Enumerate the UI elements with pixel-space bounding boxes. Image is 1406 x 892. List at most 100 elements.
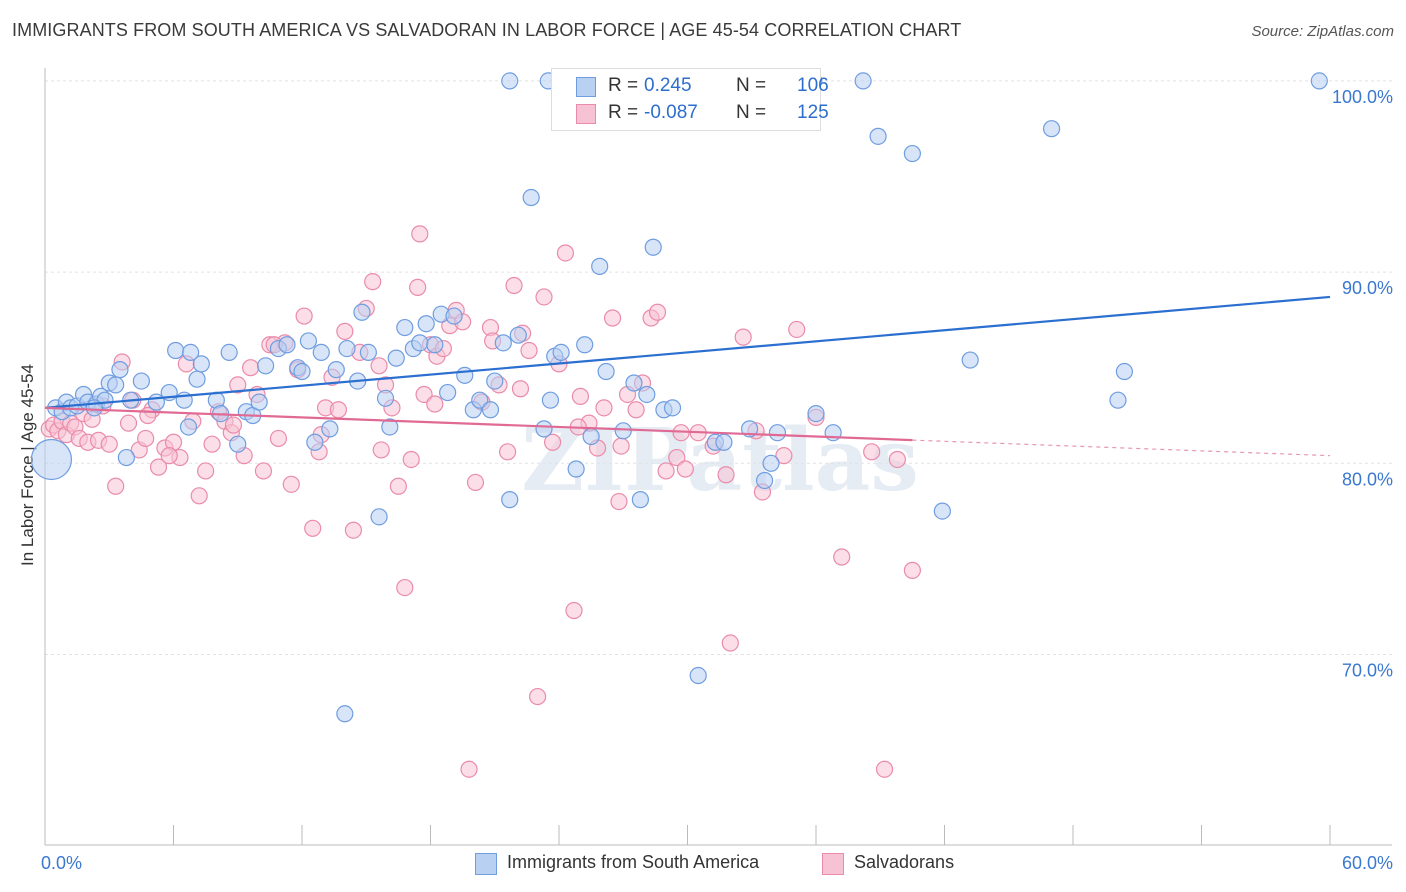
blue-point — [501, 72, 519, 90]
pink-point — [734, 328, 752, 346]
blue-point — [426, 336, 444, 354]
chart-title: IMMIGRANTS FROM SOUTH AMERICA VS SALVADO… — [12, 20, 962, 40]
pink-point — [137, 429, 155, 448]
pink-point — [190, 487, 208, 505]
pink-point — [505, 276, 523, 295]
pink-point — [612, 437, 630, 455]
pink-point — [556, 244, 575, 262]
blue-point — [327, 361, 345, 379]
blue-point — [359, 343, 377, 362]
blue-point — [689, 666, 707, 685]
blue-point — [567, 460, 585, 478]
pink-point — [668, 448, 686, 467]
source-label: Source: ZipAtlas.com — [1251, 23, 1394, 40]
blue-point — [552, 343, 570, 362]
pink-point — [648, 303, 667, 321]
blue-point — [256, 357, 275, 375]
y-tick-label: 90.0% — [1342, 278, 1393, 298]
blue-point — [471, 391, 489, 409]
blue-point — [188, 370, 206, 388]
blue-point — [582, 427, 600, 446]
pink-point — [426, 395, 444, 413]
pink-point — [466, 473, 485, 492]
pink-point — [499, 443, 517, 461]
blue-point — [961, 351, 979, 369]
trend-line — [44, 295, 1331, 409]
legend-pink-label: Salvadorans — [854, 852, 955, 872]
pink-point — [543, 433, 562, 451]
blue-point — [306, 433, 324, 451]
blue-point — [192, 355, 210, 373]
pink-point — [295, 307, 313, 325]
pink-point — [875, 760, 894, 778]
pink-point — [903, 561, 921, 579]
blue-point — [854, 72, 872, 90]
pink-point — [396, 578, 414, 597]
blue-point — [715, 433, 733, 451]
pink-point — [627, 401, 645, 419]
blue-point — [535, 420, 553, 438]
blue-point — [494, 334, 512, 352]
blue-point — [631, 491, 649, 509]
pink-point — [229, 376, 247, 394]
pink-point — [282, 475, 300, 493]
pink-point — [304, 519, 322, 537]
blue-point — [376, 389, 395, 407]
pink-point — [571, 387, 590, 405]
blue-point — [417, 315, 435, 333]
pink-swatch — [576, 104, 596, 124]
pink-point — [409, 278, 427, 296]
blue-point — [312, 343, 330, 362]
pink-point — [107, 477, 125, 495]
blue-point — [644, 238, 662, 256]
pink-point — [149, 458, 168, 476]
blue-point — [338, 339, 356, 358]
blue-point — [755, 471, 774, 490]
pink-point — [370, 357, 388, 375]
blue-point — [903, 144, 921, 163]
pink-point — [460, 760, 478, 778]
blue-point — [869, 127, 887, 145]
pink-point — [788, 320, 806, 339]
blue-point — [1109, 391, 1127, 409]
blue-point — [30, 438, 73, 481]
r-value: 0.245 — [644, 75, 692, 96]
blue-point — [762, 454, 780, 472]
pink-point — [535, 288, 553, 306]
blue-point — [933, 502, 951, 520]
x-tick-label: 0.0% — [41, 853, 82, 873]
pink-point — [224, 416, 243, 434]
blue-point — [117, 448, 135, 467]
pink-point — [242, 359, 260, 377]
y-tick-label: 80.0% — [1342, 469, 1393, 489]
pink-point — [888, 450, 906, 469]
pink-point — [336, 322, 354, 340]
trend-line — [44, 406, 913, 442]
pink-point — [344, 521, 362, 539]
pink-point — [389, 477, 407, 495]
r-label: R = — [608, 102, 639, 123]
blue-point — [1115, 362, 1134, 381]
blue-point — [336, 705, 354, 723]
blue-point — [1310, 72, 1328, 90]
pink-point — [269, 429, 288, 448]
blue-point — [597, 362, 615, 381]
pink-point — [364, 273, 382, 291]
r-label: R = — [608, 75, 639, 96]
pink-point — [411, 225, 429, 243]
pink-point — [119, 414, 138, 432]
blue-point — [541, 391, 560, 409]
blue-point — [182, 343, 200, 362]
blue-point — [370, 508, 388, 526]
trend-line-extension — [912, 439, 1331, 457]
x-tick-label: 60.0% — [1342, 853, 1393, 873]
pink-point — [203, 435, 221, 453]
n-value: 125 — [797, 102, 829, 123]
blue-point — [396, 318, 414, 337]
blue-point — [250, 393, 268, 411]
blue-point — [111, 361, 129, 379]
blue-point — [220, 343, 238, 362]
pink-point — [610, 492, 628, 511]
r-value: -0.087 — [644, 102, 698, 123]
